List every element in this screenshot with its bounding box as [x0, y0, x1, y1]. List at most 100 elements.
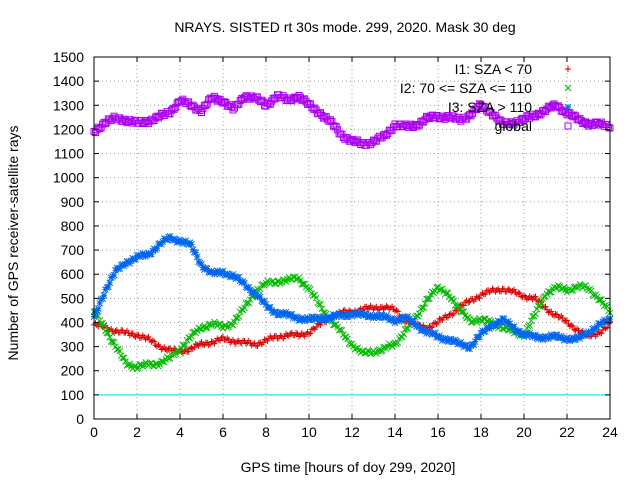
data-point	[163, 236, 171, 244]
data-point	[310, 325, 317, 332]
data-point	[149, 337, 156, 344]
data-point	[309, 313, 317, 321]
data-point	[266, 303, 274, 311]
data-point	[268, 307, 276, 315]
data-point	[392, 308, 398, 315]
data-point	[517, 331, 525, 338]
data-point	[506, 320, 514, 327]
y-tick-label: 400	[61, 314, 85, 330]
data-point	[182, 341, 190, 349]
data-point	[477, 329, 485, 337]
data-point	[378, 347, 386, 355]
data-point	[188, 240, 195, 248]
x-axis-label: GPS time [hours of doy 299, 2020]	[241, 459, 456, 475]
data-point	[361, 310, 369, 318]
data-point	[119, 354, 127, 362]
data-point	[410, 317, 417, 325]
data-point	[115, 265, 122, 273]
data-point	[395, 317, 403, 325]
data-point	[159, 345, 166, 352]
data-point	[127, 257, 135, 264]
data-point	[505, 285, 512, 292]
data-point	[112, 266, 119, 274]
series-3	[90, 91, 614, 149]
data-point	[260, 339, 267, 346]
data-point	[454, 302, 462, 310]
data-point	[242, 340, 249, 347]
data-point	[264, 337, 271, 344]
legend-marker	[564, 84, 572, 92]
data-point	[306, 331, 312, 338]
y-tick-label: 1200	[53, 121, 84, 137]
data-point	[527, 317, 535, 325]
data-point	[421, 300, 429, 307]
data-point	[140, 251, 148, 258]
data-point	[449, 312, 456, 319]
data-point	[481, 327, 489, 335]
y-tick-label: 200	[61, 363, 85, 379]
data-point	[209, 338, 216, 345]
data-point	[116, 347, 124, 355]
data-point	[431, 330, 439, 337]
data-point	[110, 339, 118, 346]
data-point	[566, 337, 574, 345]
data-point	[444, 289, 452, 297]
data-point	[577, 332, 585, 340]
data-point	[426, 327, 433, 335]
data-point	[437, 334, 445, 342]
data-point	[480, 291, 487, 298]
data-point	[429, 324, 436, 331]
data-point	[569, 334, 577, 341]
data-point	[262, 300, 270, 308]
data-point	[103, 329, 111, 337]
data-point	[549, 333, 557, 340]
data-point	[504, 318, 512, 325]
data-point	[502, 288, 509, 295]
x-tick-label: 18	[473, 424, 489, 440]
x-tick-label: 20	[516, 424, 532, 440]
data-point	[502, 318, 509, 326]
data-point	[397, 317, 405, 324]
data-point	[391, 319, 399, 327]
data-point	[288, 310, 296, 318]
data-point	[315, 314, 323, 322]
data-point	[598, 330, 605, 337]
x-tick-label: 16	[430, 424, 446, 440]
data-point	[537, 333, 545, 341]
data-point	[388, 314, 396, 322]
legend-marker	[565, 66, 571, 72]
data-point	[493, 287, 500, 294]
data-point	[295, 333, 302, 340]
data-point	[153, 244, 161, 252]
y-tick-label: 100	[61, 387, 85, 403]
data-point	[131, 332, 138, 339]
data-point	[100, 291, 108, 299]
data-point	[225, 271, 233, 278]
data-point	[439, 317, 446, 324]
data-point	[389, 303, 396, 310]
data-point	[116, 265, 124, 272]
data-point	[499, 325, 506, 333]
data-point	[542, 303, 549, 310]
data-point	[318, 305, 326, 313]
data-point	[510, 286, 517, 293]
data-point	[421, 327, 429, 335]
x-tick-label: 4	[176, 424, 184, 440]
data-point	[563, 334, 571, 342]
data-point	[476, 333, 483, 341]
x-tick-label: 0	[90, 424, 98, 440]
data-point	[535, 298, 542, 305]
data-point	[598, 321, 605, 328]
data-point	[294, 330, 301, 337]
data-point	[166, 232, 174, 240]
data-point	[534, 335, 542, 343]
data-point	[532, 331, 539, 339]
data-point	[104, 329, 112, 337]
data-point	[166, 354, 174, 362]
data-point	[548, 308, 555, 315]
x-tick-label: 22	[559, 424, 575, 440]
data-point	[569, 286, 577, 294]
data-point	[112, 328, 119, 335]
data-point	[275, 311, 283, 319]
